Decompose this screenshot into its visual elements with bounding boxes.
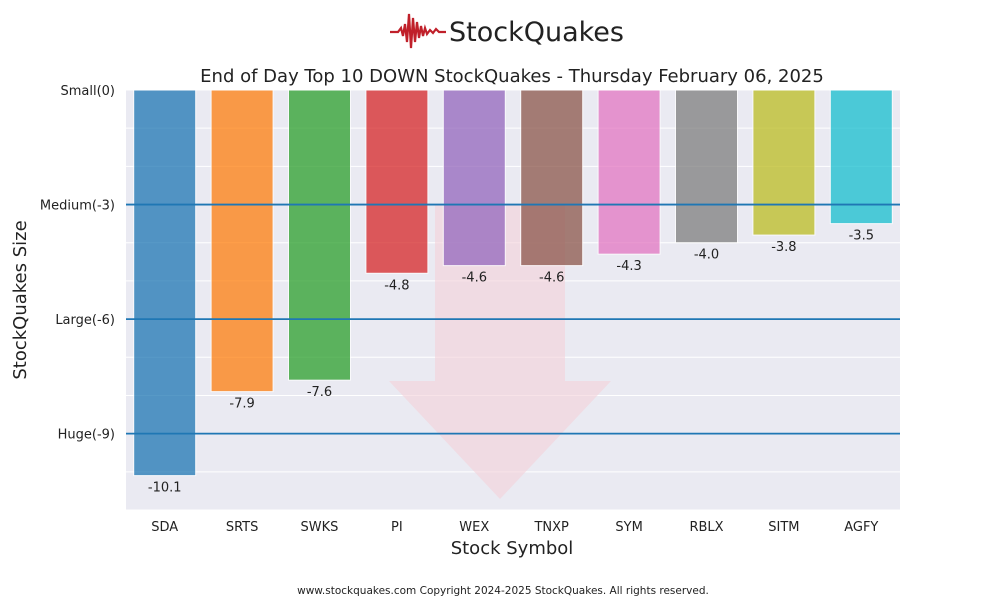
data-label: -7.6 [307,385,332,400]
x-tick-label: PI [391,520,403,535]
data-label: -10.1 [148,481,182,496]
y-tick-label: Huge(-9) [58,428,115,443]
bar-pi [365,89,429,274]
data-label: -4.3 [616,259,641,274]
bar-tnxp [520,89,584,267]
y-axis-label: StockQuakes Size [10,220,31,379]
bar-sitm [752,89,816,236]
data-label: -3.5 [849,229,874,244]
x-tick-label: TNXP [533,520,569,535]
bar-sda [133,89,197,477]
data-label: -4.6 [462,271,487,286]
x-tick-label: SWKS [301,520,339,535]
x-tick-label: RBLX [689,520,723,535]
y-tick-label: Medium(-3) [40,199,115,214]
x-tick-label: SYM [615,520,642,535]
bar-rblx [675,89,738,244]
x-tick-label: SRTS [226,520,259,535]
y-tick-label: Large(-6) [55,313,115,328]
footer-copyright: www.stockquakes.com Copyright 2024-2025 … [297,585,709,597]
data-label: -7.9 [229,397,254,412]
data-label: -4.6 [539,271,564,286]
logo-text: StockQuakes [449,17,624,48]
x-tick-label: AGFY [844,520,878,535]
data-label: -4.0 [694,248,719,263]
x-tick-label: SITM [768,520,799,535]
bar-wex [442,89,506,267]
seismograph-logo-icon [390,13,446,49]
bar-agfy [829,89,893,225]
data-label: -3.8 [771,240,796,255]
data-label: -4.8 [384,278,409,293]
background-down-arrow [389,205,611,499]
y-tick-label: Small(0) [60,84,115,99]
x-tick-label: SDA [151,520,178,535]
bar-sym [597,89,661,255]
chart-title: End of Day Top 10 DOWN StockQuakes - Thu… [200,66,824,87]
bar-swks [288,89,351,381]
bar-srts [210,89,274,393]
x-tick-label: WEX [459,520,489,535]
x-axis-label: Stock Symbol [451,538,574,559]
logo [390,13,446,49]
